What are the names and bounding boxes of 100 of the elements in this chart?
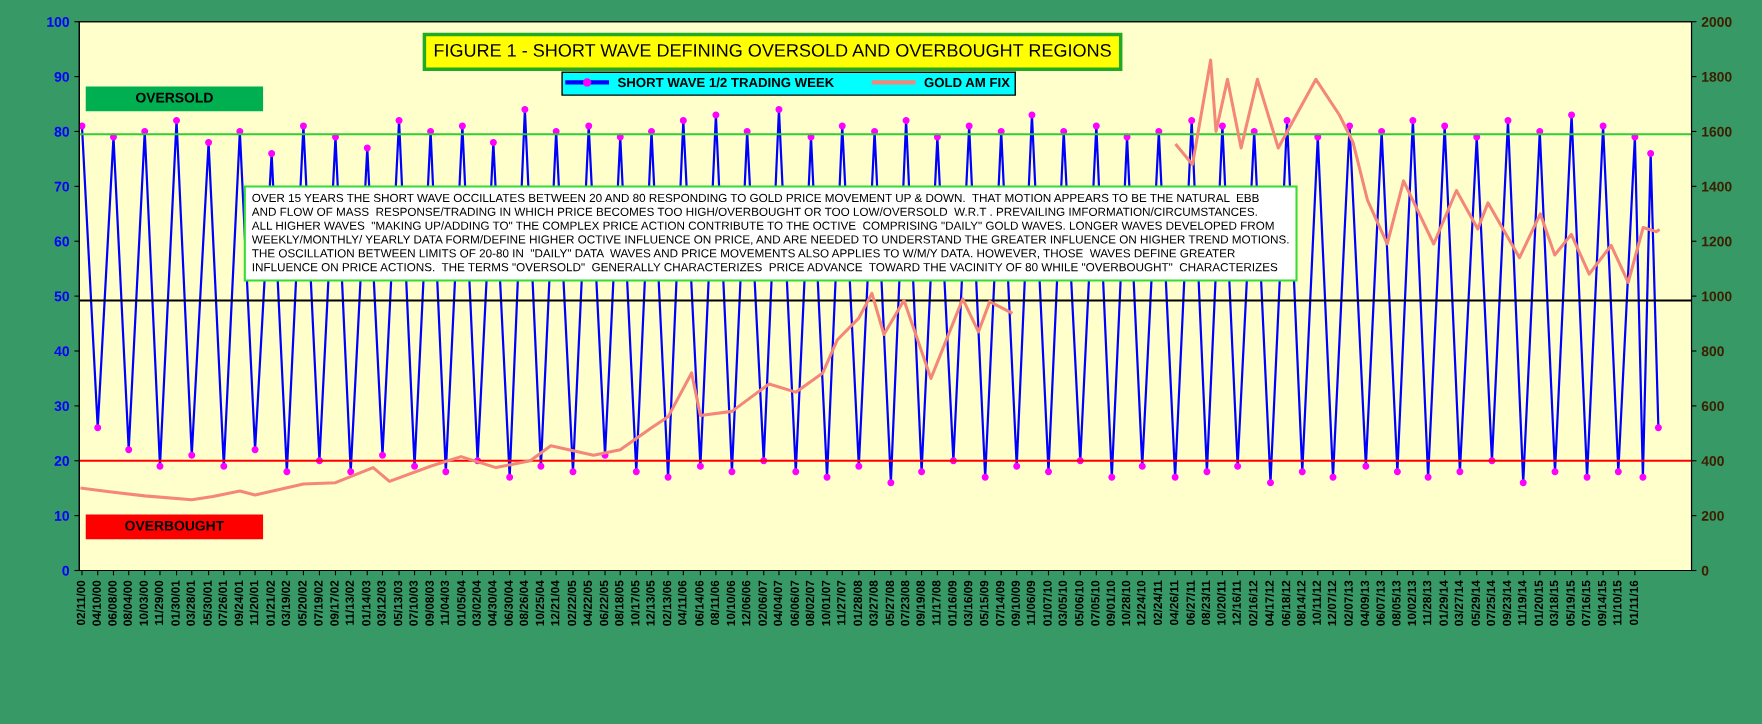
x-tick-label: 05/30/01: [203, 580, 212, 626]
x-tick-label: 11/27/07: [836, 580, 846, 625]
x-tick-label: 08/11/06: [710, 580, 720, 626]
x-tick-label: 05/13/03: [393, 580, 403, 626]
x-tick-label: 08/02/07: [805, 580, 815, 626]
x-tick-label: 04/04/07: [773, 580, 783, 626]
x-tick-label: 10/20/11: [1216, 580, 1226, 625]
x-tick-label: 04/30/04: [487, 580, 497, 626]
x-tick-label: 06/07/13: [1376, 580, 1385, 626]
x-tick-label: 02/07/13: [1344, 580, 1353, 626]
y-tick-label: 10: [55, 510, 69, 521]
legend-label: GOLD AM FIX: [924, 77, 1010, 88]
x-tick-label: 08/04/00: [123, 580, 132, 626]
x-tick-label: 08/05/13: [1391, 580, 1401, 626]
x-tick-label: 11/06/09: [1026, 580, 1036, 625]
x-tick-label: 12/24/10: [1136, 580, 1146, 626]
x-tick-label: 10/17/05: [630, 580, 640, 626]
x-tick-label: 06/30/04: [504, 580, 513, 626]
x-tick-label: 09/10/09: [1011, 580, 1020, 626]
y2-tick-label: 1600: [1702, 126, 1732, 137]
x-tick-label: 06/18/12: [1281, 580, 1291, 626]
x-tick-label: 02/16/12: [1248, 580, 1258, 626]
y-tick-label: 40: [54, 346, 69, 357]
x-tick-label: 08/14/12: [1296, 580, 1306, 626]
y-tick-label: 80: [54, 126, 69, 137]
x-tick-label: 03/18/15: [1549, 580, 1559, 626]
x-tick-label: 11/10/15: [1612, 580, 1622, 625]
y2-tick-label: 1200: [1702, 236, 1732, 247]
x-tick-label: 08/18/05: [614, 580, 624, 626]
x-tick-label: 05/27/08: [885, 580, 895, 626]
x-tick-label: 07/05/10: [1090, 580, 1100, 626]
x-tick-label: 11/13/02: [345, 580, 354, 625]
x-tick-label: 04/10/00: [92, 580, 102, 626]
x-tick-label: 01/11/16: [1629, 580, 1639, 626]
y2-tick-label: 800: [1701, 346, 1724, 357]
y-tick-label: 30: [54, 401, 69, 412]
x-tick-label: 03/05/10: [1058, 580, 1068, 626]
x-tick-label: 10/02/13: [1407, 580, 1417, 626]
x-tick-label: 01/16/09: [947, 580, 957, 626]
x-tick-label: 12/16/11: [1232, 580, 1241, 625]
x-tick-label: 11/28/13: [1422, 580, 1432, 625]
x-tick-label: 06/06/07: [790, 580, 800, 626]
x-tick-label: 07/10/03: [409, 580, 418, 626]
x-tick-label: 03/27/14: [1454, 580, 1464, 626]
x-tick-label: 09/23/14: [1502, 580, 1512, 626]
x-tick-label: 01/05/04: [456, 580, 466, 626]
x-tick-label: 04/26/11: [1169, 580, 1179, 626]
x-tick-label: 09/14/15: [1597, 580, 1607, 626]
x-tick-label: 10/25/04: [535, 580, 545, 626]
x-tick-label: 11/17/08: [931, 580, 941, 625]
y2-tick-label: 1400: [1702, 181, 1732, 192]
x-tick-label: 08/26/04: [519, 580, 529, 626]
x-tick-label: 11/04/03: [440, 580, 450, 625]
x-tick-label: 09/19/08: [916, 580, 925, 626]
x-tick-label: 05/15/09: [979, 580, 989, 626]
y-tick-label: 50: [54, 291, 69, 302]
x-tick-label: 08/23/11: [1201, 580, 1211, 626]
x-tick-label: 05/06/10: [1074, 580, 1084, 626]
x-tick-label: 01/21/02: [266, 580, 275, 626]
y-tick-label: 0: [62, 565, 69, 576]
x-tick-label: 07/26/01: [218, 580, 228, 626]
x-tick-label: 09/17/02: [329, 580, 339, 626]
x-tick-label: 07/14/09: [995, 580, 1005, 626]
x-tick-label: 02/06/07: [758, 580, 768, 626]
x-tick-label: 04/22/05: [583, 580, 593, 626]
x-tick-label: 06/08/00: [107, 580, 117, 626]
y-tick-label: 90: [54, 71, 69, 82]
x-tick-label: 10/01/07: [821, 580, 831, 626]
x-tick-label: 03/16/09: [963, 580, 973, 626]
x-tick-label: 09/24/01: [234, 580, 244, 626]
y-tick-label: 100: [47, 17, 69, 27]
x-tick-label: 02/13/06: [662, 580, 672, 626]
x-tick-label: 01/28/08: [853, 580, 863, 626]
y2-tick-label: 1000: [1702, 291, 1732, 302]
x-tick-label: 03/19/02: [281, 580, 291, 626]
text: FIGURE 1 - SHORT WAVE DEFINING OVERSOLD AND OVERBOUGHT REGIONS: [434, 43, 1111, 57]
x-tick-label: 01/29/14: [1439, 580, 1448, 626]
annotation: OVERBOUGHT: [125, 520, 225, 531]
x-tick-label: 09/01/10: [1106, 580, 1116, 626]
x-tick-label: 10/03/00: [139, 580, 149, 626]
x-tick-label: 06/14/06: [694, 580, 704, 626]
y-tick-label: 20: [54, 456, 69, 466]
x-tick-label: 04/17/12: [1264, 580, 1274, 626]
x-tick-label: 10/28/10: [1121, 580, 1131, 626]
x-tick-label: 06/22/05: [599, 580, 609, 626]
x-tick-label: 02/11/00: [76, 580, 86, 626]
x-tick-label: 03/27/08: [869, 580, 878, 626]
x-tick-label: 02/22/05: [567, 580, 577, 626]
annotation: OVERSOLD: [136, 92, 213, 103]
y-tick-label: 60: [54, 236, 69, 247]
x-tick-label: 05/29/14: [1471, 580, 1481, 626]
x-tick-label: 01/14/03: [361, 580, 371, 626]
x-tick-label: 06/27/11: [1186, 580, 1195, 626]
y2-tick-label: 600: [1701, 401, 1724, 412]
annotation: OVER 15 YEARS THE SHORT WAVE OCCILLATES BETWEEN 20 AND 80 RESPONDING TO GOLD PRICE MOVEMENT UP & DOWN. THAT MOTION APPEARS TO BE THE NATURAL EBB AND FLOW OF MASS RESPONSE/TRADING IN WHICH PRICE BECOMES TOO HIGH/OVERBOUGHT OR TOO LOW/OVERSOLD W.R.T . PREVAILING IMFORMATION/CIRCUMSTANCES. ALL HIGHER WAVES "MAKING UP/ADDING TO" THE COMPLEX PRICE ACTION CONTRIBUTE TO THE OCTIVE COMPRISING "DAILY" GOLD WAVES. LONGER WAVES DEVELOPED FROM WEEKLY/MONTHLY/ YEARLY DATA FORM/DEFINE HIGHER OCTIVE INFLUENCE ON PRICE, AND ARE NEEDED TO UNDERSTAND THE GREATER INFLUENCE ON HIGHER TREND MOTIONS. THE OSCILLATION BETWEEN LIMITS OF 20-80 IN "DAILY" DATA WAVES AND PRICE MOVEMENTS ALSO APPLIES TO W/M/Y DATA. HOWEVER, THOSE WAVES DEFINE GREATER INFLUENCE ON PRICE ACTIONS. THE TERMS "OVERSOLD" GENERALLY CHARACTERIZES PRICE ADVANCE TOWARD THE VACINITY OF 80 WHILE "OVERBOUGHT" CHARACTERIZES: [251, 193, 1289, 272]
y2-tick-label: 0: [1701, 565, 1709, 576]
x-tick-label: 03/12/03: [377, 580, 386, 626]
y-tick-label: 70: [54, 181, 69, 192]
x-tick-label: 07/16/15: [1581, 580, 1591, 626]
x-tick-label: 11/19/14: [1517, 580, 1527, 625]
